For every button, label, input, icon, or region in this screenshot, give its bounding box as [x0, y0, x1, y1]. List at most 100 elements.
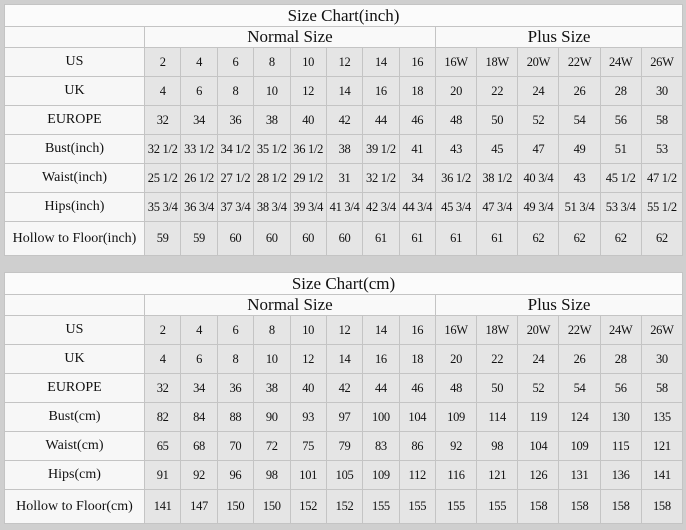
table-cell: 28 1/2 [253, 163, 291, 193]
table-cell: 100 [362, 402, 400, 432]
row-label: Bust(cm) [4, 402, 145, 432]
table-cell: 121 [640, 431, 684, 461]
table-cell: 43 [434, 134, 478, 164]
table-cell: 52 [517, 105, 560, 135]
table-cell: 135 [640, 402, 684, 432]
table-cell: 49 [558, 134, 601, 164]
table-cell: 16 [362, 76, 400, 106]
table-cell: 16 [398, 47, 437, 77]
table-cell: 112 [398, 460, 437, 490]
table-cell: 16W [434, 315, 478, 345]
table-cell: 52 [517, 373, 560, 403]
table-cell: 55 1/2 [640, 192, 684, 222]
table-row: Waist(inch) 25 1/2 26 1/2 27 1/2 28 1/2 29 1/… [4, 163, 684, 193]
table-cell: 83 [362, 431, 400, 461]
table-cell: 158 [640, 489, 684, 524]
table-cell: 60 [253, 221, 291, 256]
table-cell: 31 [325, 163, 364, 193]
table-cell: 90 [253, 402, 291, 432]
table-cell: 150 [253, 489, 291, 524]
table-cell: 24 [517, 76, 560, 106]
table-cell: 56 [599, 105, 642, 135]
corner-cell [4, 26, 145, 48]
table-cell: 30 [640, 344, 684, 374]
row-label: UK [4, 76, 145, 106]
table-cell: 36 3/4 [180, 192, 218, 222]
row-label: Bust(inch) [4, 134, 145, 164]
table-cell: 32 1/2 [362, 163, 400, 193]
section-row: Normal Size Plus Size [4, 294, 684, 316]
table-cell: 24W [599, 315, 642, 345]
table-cell: 42 3/4 [362, 192, 400, 222]
table-cell: 150 [216, 489, 255, 524]
table-cell: 46 [398, 373, 437, 403]
size-chart-cm: Size Chart(cm) Normal Size Plus Size US 2 4 6 8… [3, 272, 684, 524]
table-cell: 14 [325, 76, 364, 106]
table-cell: 40 [289, 373, 327, 403]
table-cell: 22W [558, 315, 601, 345]
table-cell: 6 [180, 76, 218, 106]
table-cell: 22 [476, 76, 519, 106]
table-cell: 47 1/2 [640, 163, 684, 193]
table-cell: 20 [434, 76, 478, 106]
table-cell: 28 [599, 344, 642, 374]
table-cell: 45 [476, 134, 519, 164]
table-cell: 39 1/2 [362, 134, 400, 164]
table-cell: 92 [180, 460, 218, 490]
table-cell: 109 [558, 431, 601, 461]
table-row: EUROPE 32 34 36 38 40 42 44 46 48 50 52 54 56 58 [4, 105, 684, 135]
table-cell: 115 [599, 431, 642, 461]
chart-title: Size Chart(cm) [3, 272, 684, 295]
table-cell: 6 [216, 315, 255, 345]
table-cell: 12 [289, 76, 327, 106]
table-cell: 26W [640, 315, 684, 345]
table-cell: 8 [253, 47, 291, 77]
table-cell: 47 3/4 [476, 192, 519, 222]
table-row: Bust(inch) 32 1/2 33 1/2 34 1/2 35 1/2 36 1/2… [4, 134, 684, 164]
table-cell: 116 [434, 460, 478, 490]
table-cell: 24W [599, 47, 642, 77]
table-cell: 36 1/2 [289, 134, 327, 164]
table-cell: 60 [325, 221, 364, 256]
row-label: Waist(inch) [4, 163, 145, 193]
row-label: US [4, 315, 145, 345]
table-cell: 54 [558, 373, 601, 403]
table-cell: 38 [325, 134, 364, 164]
title-row: Size Chart(inch) [3, 4, 684, 27]
table-cell: 20 [434, 344, 478, 374]
table-cell: 10 [289, 47, 327, 77]
table-cell: 44 [362, 373, 400, 403]
table-cell: 42 [325, 373, 364, 403]
table-cell: 70 [216, 431, 255, 461]
row-label: EUROPE [4, 373, 145, 403]
table-cell: 58 [640, 105, 684, 135]
table-cell: 34 1/2 [216, 134, 255, 164]
chart-title: Size Chart(inch) [3, 4, 684, 27]
table-cell: 18 [398, 76, 437, 106]
table-cell: 14 [362, 315, 400, 345]
table-row: UK 4 6 8 10 12 14 16 18 20 22 24 26 28 30 [4, 344, 684, 374]
table-cell: 18W [476, 47, 519, 77]
table-cell: 25 1/2 [143, 163, 182, 193]
row-label: UK [4, 344, 145, 374]
table-row: Hollow to Floor(cm) 141 147 150 150 152 152 155… [4, 489, 684, 524]
table-cell: 43 [558, 163, 601, 193]
table-cell: 62 [517, 221, 560, 256]
table-cell: 34 [398, 163, 437, 193]
table-row: Bust(cm) 82 84 88 90 93 97 100 104 109 114 119 124 13… [4, 402, 684, 432]
table-cell: 60 [289, 221, 327, 256]
table-cell: 152 [325, 489, 364, 524]
table-cell: 28 [599, 76, 642, 106]
section-plus-size: Plus Size [434, 26, 684, 48]
table-cell: 141 [640, 460, 684, 490]
table-cell: 36 1/2 [434, 163, 478, 193]
table-cell: 35 1/2 [253, 134, 291, 164]
table-cell: 4 [180, 315, 218, 345]
row-label: Hollow to Floor(cm) [4, 489, 145, 524]
table-cell: 109 [434, 402, 478, 432]
table-cell: 16W [434, 47, 478, 77]
table-cell: 18W [476, 315, 519, 345]
table-cell: 4 [143, 344, 182, 374]
row-label: Waist(cm) [4, 431, 145, 461]
table-cell: 50 [476, 373, 519, 403]
